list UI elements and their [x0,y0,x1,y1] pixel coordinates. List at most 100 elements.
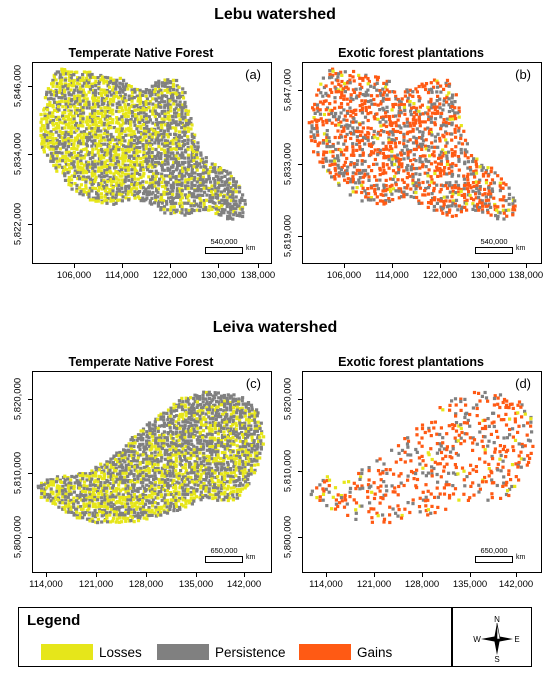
legend-swatch [157,644,209,660]
x-tick-label: 114,000 [105,270,139,281]
y-tick-mark [298,537,302,538]
x-tick-mark [488,264,489,268]
change-pixels [309,390,535,525]
scale-bar: 650,000 km [205,546,257,568]
x-axis-ticks: 106,000 114,000 122,000 130,000 138,000 [302,264,544,288]
x-tick-label: 114,000 [29,579,63,590]
panel-d-exotic-plantations-leiva: Exotic forest plantations (d) 650,000 km… [276,355,546,607]
panel-title: Temperate Native Forest [68,355,214,369]
y-tick-mark [28,473,32,474]
y-axis-ticks: 5,820,000 5,810,000 5,800,000 [276,371,302,571]
x-tick-label: 135,000 [178,579,214,590]
x-tick-label: 106,000 [326,270,362,281]
map-frame: (c) 650,000 km [32,371,272,573]
y-axis-ticks: 5,846,000 5,834,000 5,822,000 [6,62,32,262]
x-tick-label: 106,000 [56,270,92,281]
x-tick-mark [170,264,171,268]
x-tick-mark [440,264,441,268]
scale-unit: km [516,245,526,252]
legend-item-gains: Gains [299,642,392,662]
change-pixels [39,67,247,221]
map-frame: (a) 540,000 km [32,62,272,264]
legend-label: Losses [99,644,142,660]
panel-title: Exotic forest plantations [338,355,484,369]
legend-item-persistence: Persistence [157,642,286,662]
scale-value: 650,000 [210,546,238,555]
x-tick-mark [422,573,423,577]
x-tick-mark [218,264,219,268]
y-tick-mark [298,471,302,472]
y-tick-label: 5,800,000 [282,515,294,559]
map-d [309,390,535,525]
x-tick-mark [258,264,259,268]
y-tick-mark [28,224,32,225]
change-pixels [307,67,517,221]
map-frame: (b) 540,000 km [302,62,542,264]
legend: Legend Losses Persistence Gains N S E W [18,607,532,667]
compass-s: S [494,655,499,662]
x-tick-mark [470,573,471,577]
panel-letter: (b) [515,67,531,82]
x-tick-label: 121,000 [356,579,392,590]
legend-label: Persistence [215,644,286,660]
x-tick-mark [146,573,147,577]
y-axis-ticks: 5,847,000 5,833,000 5,819,000 [276,62,302,262]
panel-letter: (a) [245,67,261,82]
legend-swatch [41,644,93,660]
x-tick-label: 135,000 [452,579,488,590]
panel-letter: (c) [245,376,261,391]
panel-c-native-forest-leiva: Temperate Native Forest (c) 650,000 km 5… [6,355,276,607]
y-tick-label: 5,810,000 [12,451,24,495]
x-tick-label: 138,000 [240,270,276,281]
panel-letter: (d) [515,376,531,391]
y-tick-mark [28,154,32,155]
y-axis-ticks: 5,820,000 5,810,000 5,800,000 [6,371,32,571]
x-tick-mark [46,573,47,577]
x-tick-label: 130,000 [200,270,236,281]
x-tick-label: 128,000 [404,579,440,590]
y-tick-label: 5,822,000 [12,202,24,246]
x-tick-mark [516,573,517,577]
scale-bar: 540,000 km [205,237,257,259]
x-tick-label: 142,000 [498,579,534,590]
legend-title: Legend [27,612,81,629]
legend-label: Gains [357,644,393,660]
x-tick-label: 142,000 [226,579,262,590]
compass-e: E [514,635,519,644]
x-tick-label: 138,000 [508,270,544,281]
x-tick-label: 122,000 [152,270,188,281]
y-tick-label: 5,820,000 [282,377,294,421]
y-tick-mark [298,399,302,400]
y-tick-mark [28,399,32,400]
scale-unit: km [516,554,526,561]
scale-bar: 650,000 km [475,546,527,568]
map-frame: (d) 650,000 km [302,371,542,573]
legend-item-losses: Losses [41,642,142,662]
compass-w: W [473,635,481,644]
panel-title: Temperate Native Forest [68,46,214,60]
y-tick-label: 5,800,000 [12,515,24,559]
scale-value: 540,000 [210,237,238,246]
y-tick-label: 5,819,000 [282,214,294,258]
y-tick-mark [28,537,32,538]
scale-unit: km [246,554,256,561]
x-tick-label: 128,000 [128,579,164,590]
x-tick-mark [96,573,97,577]
y-tick-mark [28,86,32,87]
panel-title: Exotic forest plantations [338,46,484,60]
y-tick-label: 5,810,000 [282,449,294,493]
legend-swatch [299,644,351,660]
x-tick-mark [344,264,345,268]
panel-a-native-forest-lebu: Temperate Native Forest (a) 540,000 km 5… [6,46,276,298]
x-tick-label: 130,000 [470,270,506,281]
scale-value: 650,000 [480,546,508,555]
y-tick-label: 5,820,000 [12,377,24,421]
x-tick-mark [374,573,375,577]
x-tick-label: 121,000 [78,579,114,590]
y-tick-mark [298,164,302,165]
y-tick-label: 5,846,000 [12,64,24,108]
x-tick-mark [122,264,123,268]
x-tick-label: 114,000 [375,270,409,281]
scale-bar: 540,000 km [475,237,527,259]
leiva-watershed-title: Leiva watershed [212,319,338,336]
